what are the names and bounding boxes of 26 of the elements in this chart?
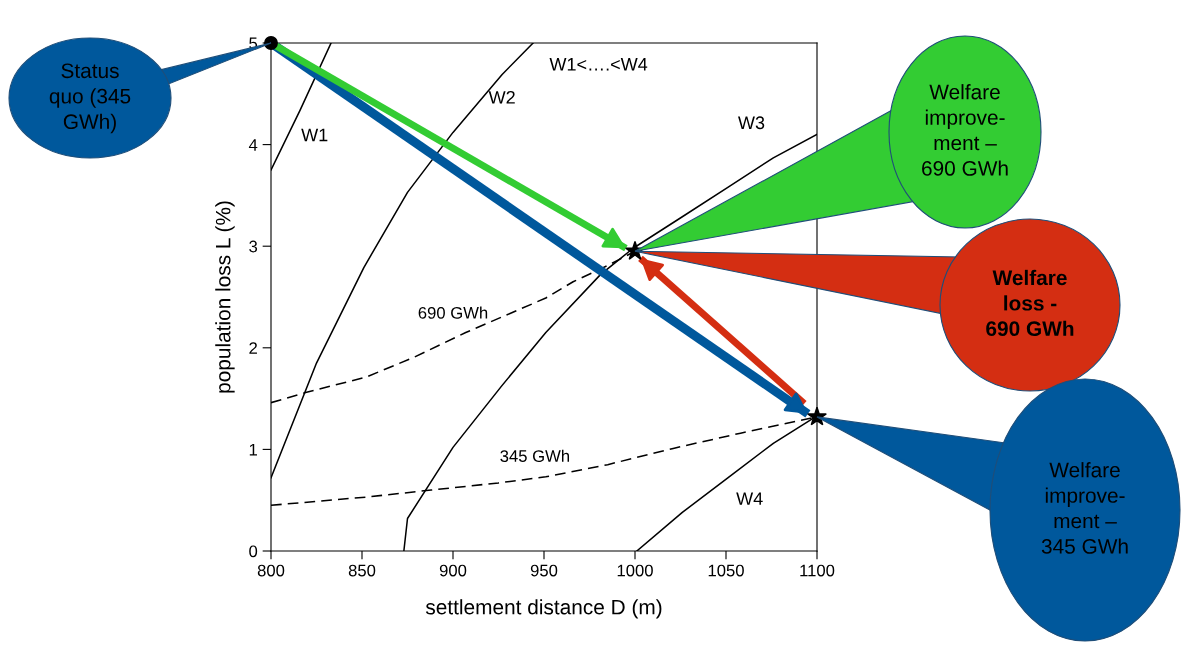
x-tick-label: 1000 [617,564,653,577]
series-label: W2 [488,90,515,104]
x-tick-label: 900 [439,564,467,577]
x-tick-label: 950 [530,564,558,577]
x-tick-label: 1050 [708,564,744,577]
x-tick-label: 800 [257,564,285,577]
y-tick-label: 0 [249,545,258,558]
series-label: W3 [738,116,765,130]
y-axis-title: population loss L (%) [215,201,235,393]
x-tick-label: 850 [348,564,376,577]
y-tick-label: 4 [248,139,258,151]
series-label: W4 [736,492,763,505]
point [807,406,827,426]
y-tick-label: 1 [249,443,257,456]
x-tick-label: 1100 [800,564,835,577]
series-label: 690 GWh [418,306,488,319]
annotation: Welfare improve- ment – 345 GWh [1041,462,1128,554]
annotation: Status quo (345 GWh) [49,63,131,134]
annotation: Welfare improve- ment – 690 GWh [922,84,1008,176]
series-label: 345 GWh [500,449,570,462]
annotation: Welfare loss - 690 GWh [986,269,1074,337]
y-tick-label: 3 [249,240,258,253]
series-label: W1 [301,128,328,142]
y-tick-label: 2 [249,342,257,354]
annotation: W1<….<W4 [549,58,648,71]
x-axis-title: settlement distance D (m) [425,599,662,619]
